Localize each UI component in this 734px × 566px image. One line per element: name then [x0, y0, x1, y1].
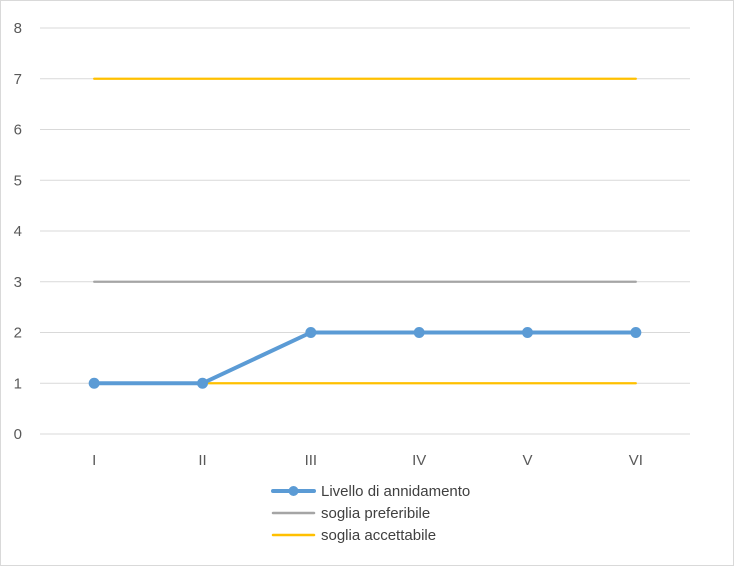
data-point — [88, 377, 100, 389]
legend-label: soglia preferibile — [321, 505, 430, 522]
data-point — [305, 327, 317, 338]
data-point — [522, 327, 533, 338]
y-tick-label: 2 — [14, 325, 22, 342]
series-markers — [88, 327, 642, 389]
y-tick-label: 1 — [14, 375, 22, 392]
legend-label: soglia accettabile — [321, 527, 436, 544]
y-tick-label: 7 — [14, 71, 22, 88]
series-lines — [92, 77, 638, 386]
y-tick-label: 5 — [14, 172, 22, 189]
y-tick-label: 4 — [14, 223, 22, 240]
y-tick-label: 0 — [14, 426, 22, 443]
gridlines — [40, 27, 690, 435]
x-tick-label: II — [198, 452, 206, 469]
legend-marker — [288, 486, 299, 496]
x-tick-label: V — [522, 452, 532, 469]
series-line-0 — [92, 330, 638, 386]
data-point — [413, 327, 425, 338]
data-point — [197, 377, 208, 389]
y-tick-label: 3 — [14, 274, 22, 291]
x-tick-label: VI — [629, 452, 643, 469]
data-point — [630, 327, 642, 338]
y-tick-label: 8 — [14, 20, 22, 37]
y-tick-label: 6 — [14, 122, 22, 139]
x-tick-label: I — [92, 452, 96, 469]
legend: Livello di annidamento soglia preferibile… — [271, 483, 470, 544]
legend-label: Livello di annidamento — [321, 483, 470, 500]
x-tick-label: IV — [412, 452, 426, 469]
x-tick-label: III — [305, 452, 318, 469]
x-axis-ticks: I II III IV V VI — [92, 452, 643, 469]
y-axis-ticks: 0 1 2 3 4 5 6 7 8 — [14, 20, 22, 443]
